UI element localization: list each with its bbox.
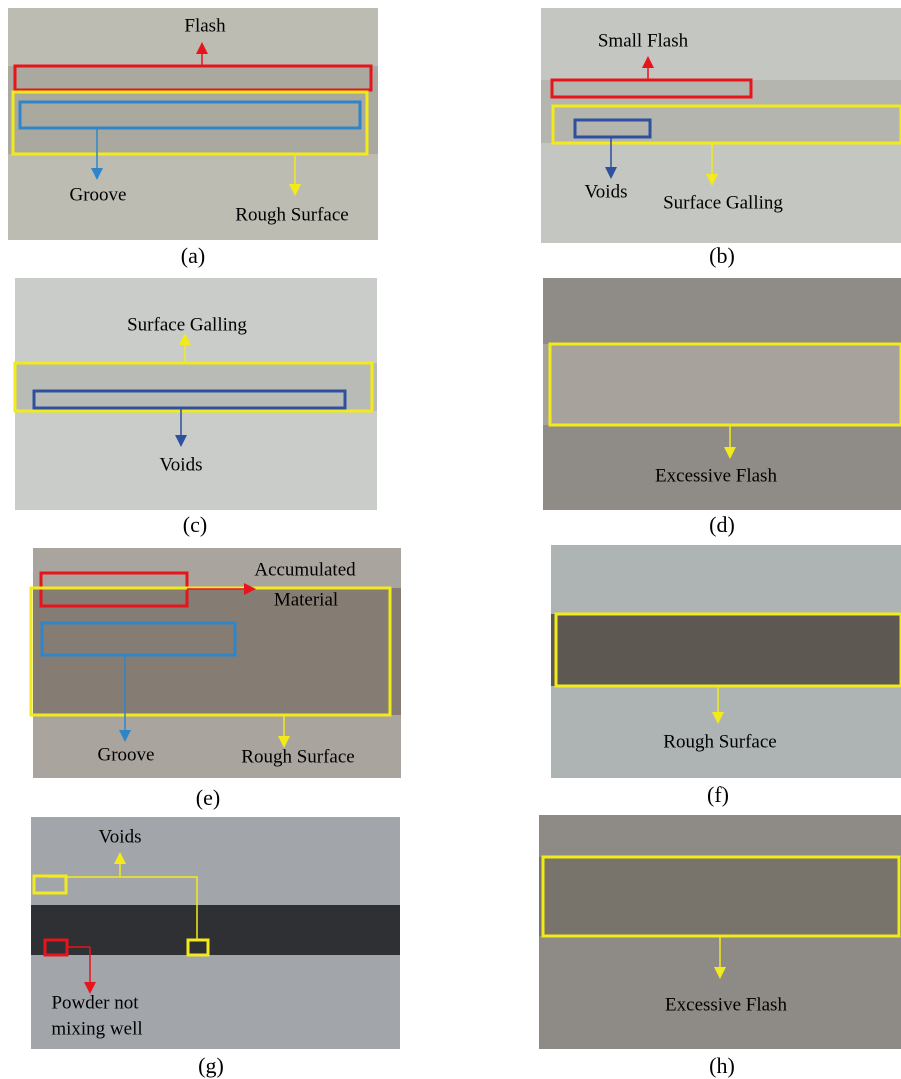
panel: Flash Groove Rough Surface (a) [8,8,378,268]
annotation: Voids [160,454,203,475]
weld-bead [543,344,901,425]
annotation: Rough Surface [663,731,776,752]
annotation: Excessive Flash [665,994,787,1015]
panel: Excessive Flash (h) [539,815,901,1078]
panel: Surface Galling Voids (c) [15,278,377,537]
annotation: Material [274,589,338,610]
panel-label: (c) [183,512,207,537]
weld-bead [15,363,377,411]
panel: Excessive Flash (d) [543,278,901,537]
panel: Small Flash Voids Surface Galling (b) [541,8,901,268]
panel-label: (b) [709,243,735,268]
weld-bead [551,614,901,686]
annotation: Rough Surface [241,746,354,767]
panel-label: (h) [709,1053,735,1078]
annotation: Excessive Flash [655,465,777,486]
annotation: Voids [99,826,142,847]
annotation: Surface Galling [127,314,247,335]
annotation: Surface Galling [663,192,783,213]
panel-label: (d) [709,512,735,537]
annotation: Accumulated [254,559,356,580]
panel: Rough Surface (f) [551,545,901,807]
panel: Accumulated Material Groove Rough Surface (e… [31,548,401,810]
annotation: Groove [70,184,127,205]
annotation: Powder not [51,992,139,1013]
weld-bead [539,857,901,936]
panel-label: (f) [707,782,729,807]
weld-bead [8,66,378,154]
panel-label: (e) [196,785,220,810]
annotation: Flash [184,15,226,36]
panel-label: (g) [198,1053,224,1078]
page: {"panels": [ {"label": "(a)", "annotatio… [0,0,901,1079]
figure: Flash Groove Rough Surface (a) Small Flash Vo… [0,0,901,1079]
annotation: Small Flash [598,30,689,51]
annotation: Voids [585,181,628,202]
annotation: Rough Surface [235,204,348,225]
annotation: Groove [98,744,155,765]
panel: Voids Powder not mixing well (g) [31,817,400,1078]
panel-label: (a) [181,243,205,268]
weld-bead [541,80,901,143]
annotation: mixing well [51,1018,142,1039]
